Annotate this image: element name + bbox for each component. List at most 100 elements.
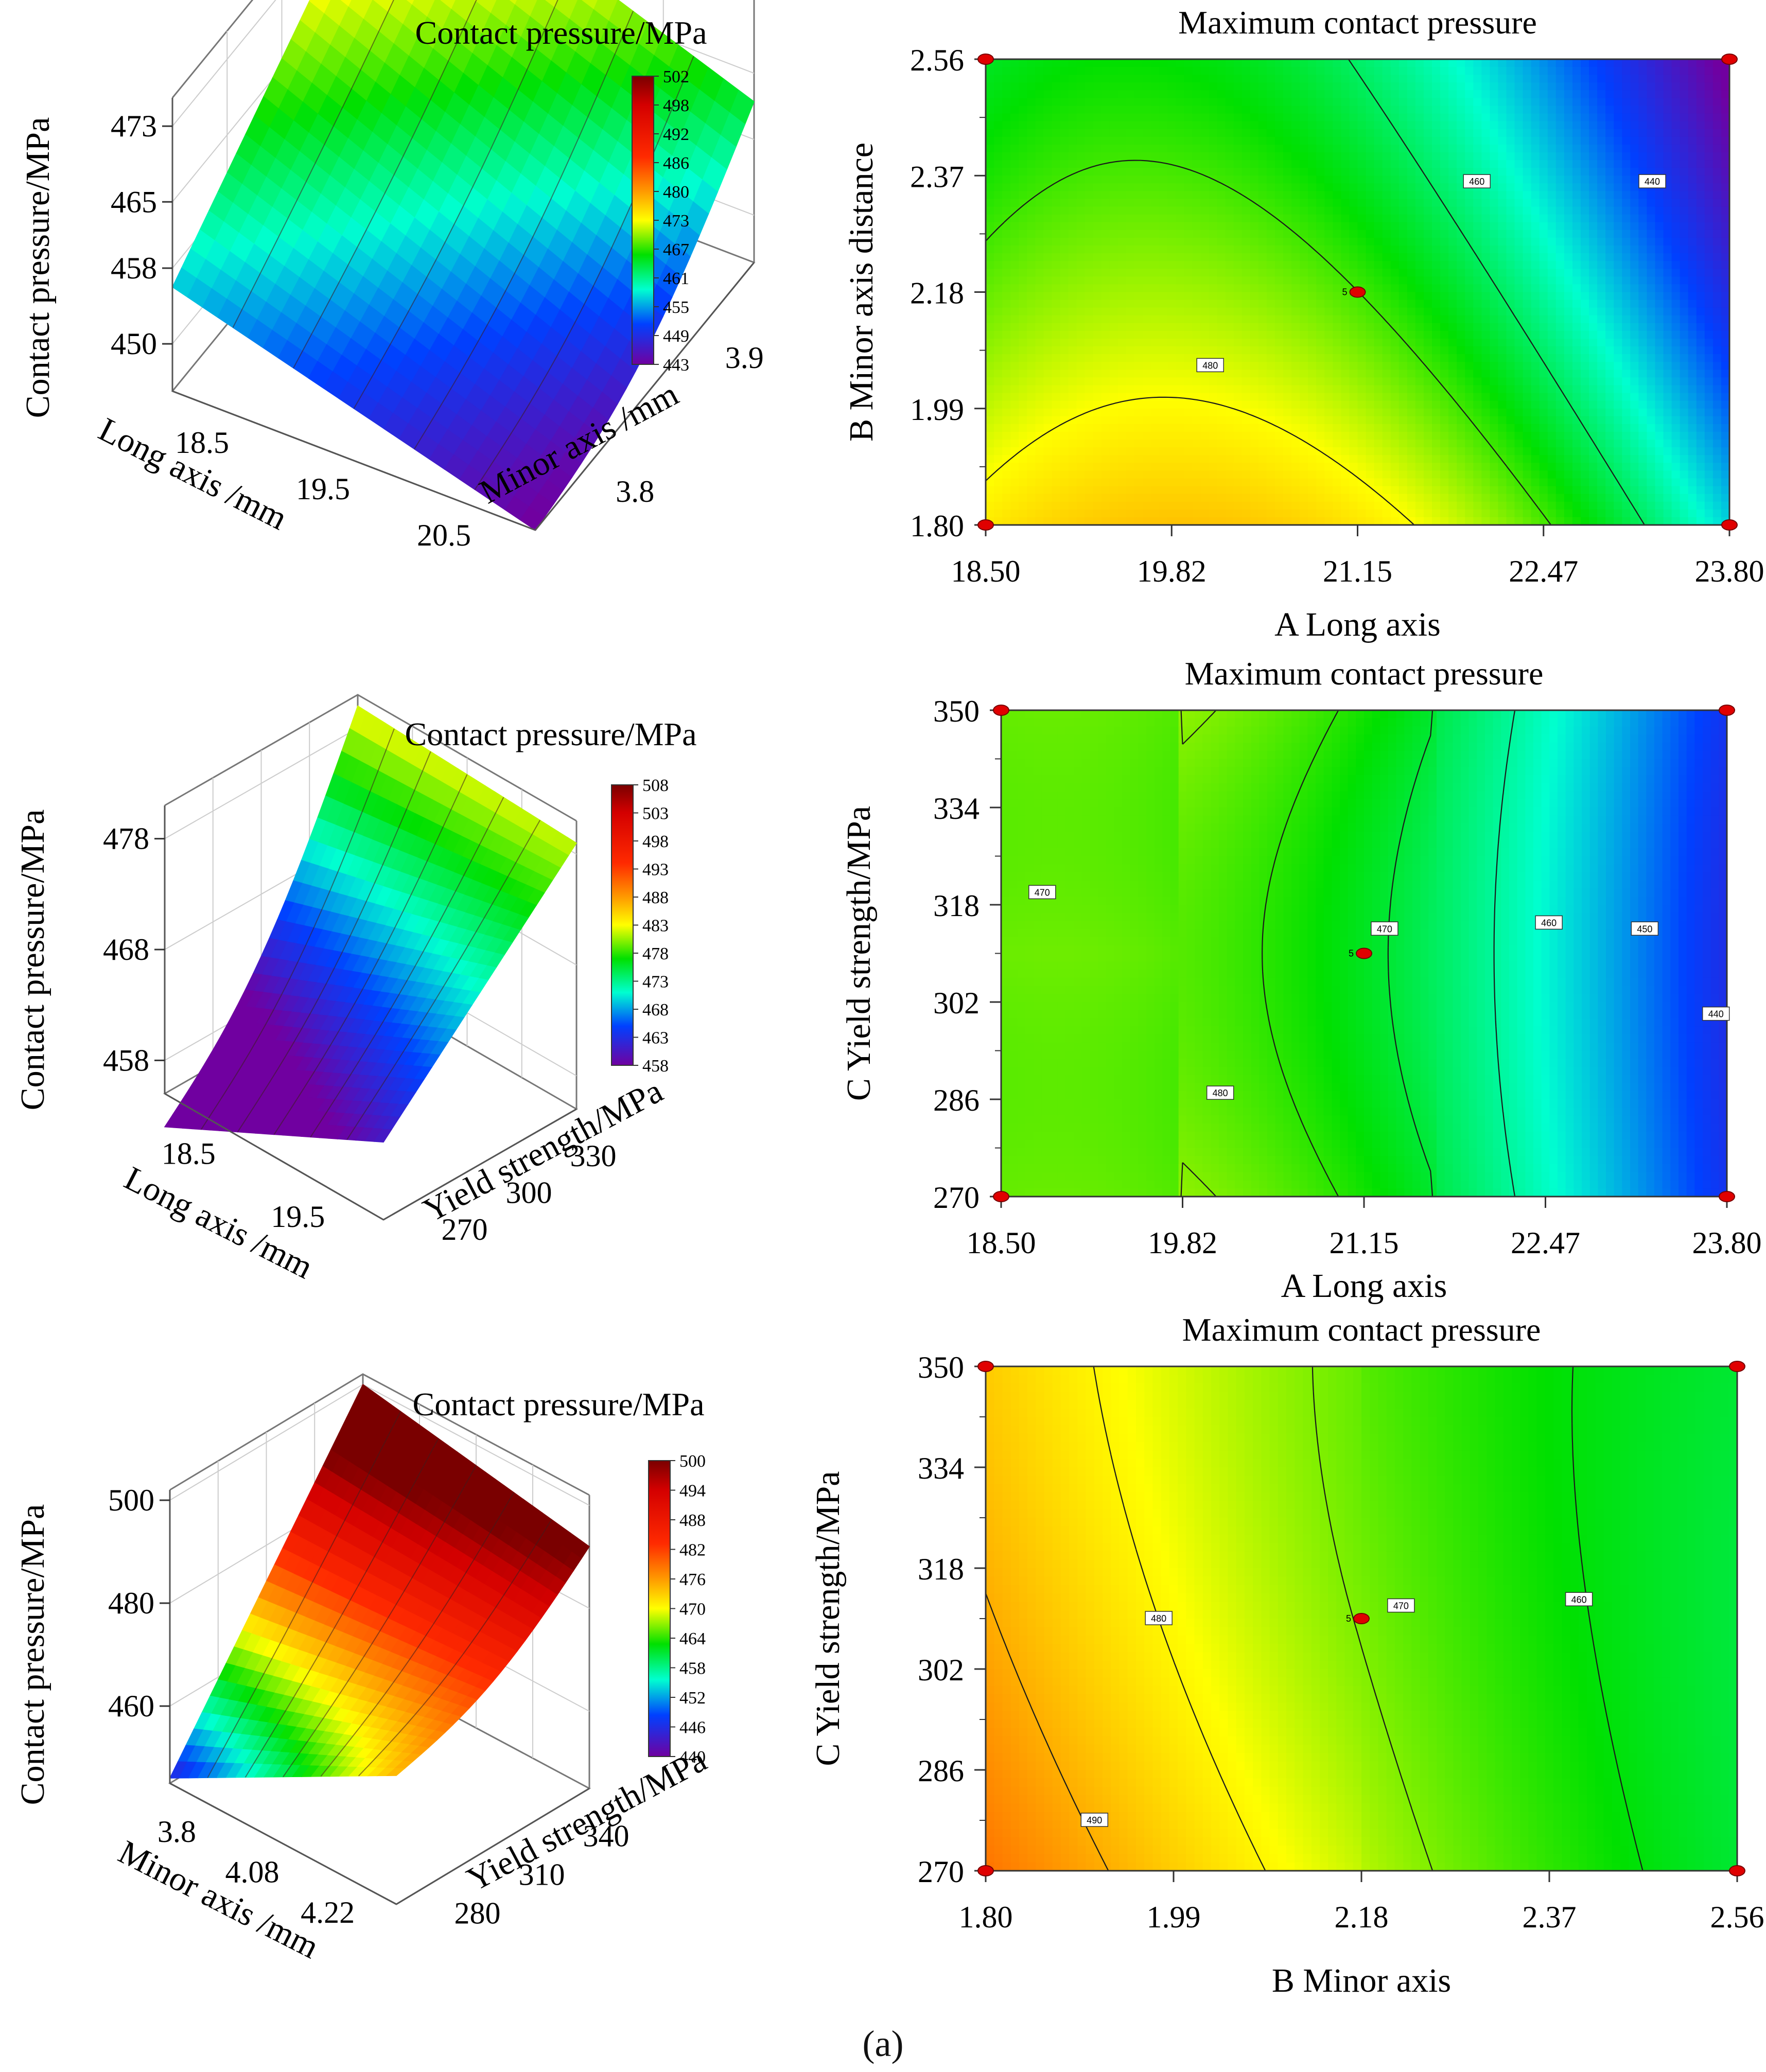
heat-cell <box>1085 261 1094 270</box>
heat-cell <box>1010 82 1020 91</box>
heat-cell <box>1143 408 1151 417</box>
heat-cell <box>1052 300 1061 308</box>
heat-cell <box>1093 269 1102 277</box>
heat-cell <box>1233 175 1243 184</box>
heat-cell <box>1300 362 1308 371</box>
heat-cell <box>1366 339 1375 347</box>
heat-cell <box>1043 346 1053 355</box>
heat-cell <box>1382 463 1391 471</box>
heat-cell <box>1076 269 1086 277</box>
heat-cell <box>1093 315 1102 324</box>
heat-cell <box>986 377 994 386</box>
heat-cell <box>1002 307 1011 316</box>
heat-cell <box>1143 121 1151 130</box>
heat-cell <box>1266 136 1275 145</box>
heat-cell <box>1308 370 1317 378</box>
heat-cell <box>1398 440 1408 448</box>
heat-cell <box>1341 447 1350 456</box>
heat-cell <box>1366 323 1375 331</box>
heat-cell <box>1283 377 1292 386</box>
heat-cell <box>1333 113 1342 122</box>
heat-cell <box>1390 440 1400 448</box>
heat-cell <box>1382 455 1391 464</box>
heat-cell <box>1242 67 1251 75</box>
heat-cell <box>1382 470 1391 479</box>
heat-cell <box>1217 121 1226 130</box>
heat-cell <box>1390 175 1400 184</box>
heat-cell <box>1242 339 1251 347</box>
heat-cell <box>1093 354 1102 363</box>
heat-cell <box>1101 385 1110 394</box>
heat-cell <box>1002 67 1011 75</box>
heat-cell <box>1266 509 1275 518</box>
heat-cell <box>1043 440 1053 448</box>
heat-cell <box>1382 416 1391 425</box>
heat-cell <box>1085 330 1094 339</box>
heat-cell <box>994 214 1003 223</box>
heat-cell <box>1176 245 1185 254</box>
heat-cell <box>1398 330 1408 339</box>
heat-cell <box>1010 292 1020 301</box>
heat-cell <box>1308 323 1317 331</box>
heat-cell <box>1349 307 1358 316</box>
heat-cell <box>1010 362 1020 371</box>
heat-cell <box>1192 191 1201 200</box>
heat-cell <box>1052 191 1061 200</box>
heat-cell <box>1019 230 1028 238</box>
heat-cell <box>1308 517 1317 525</box>
heat-cell <box>1167 206 1177 215</box>
heat-cell <box>1283 455 1292 464</box>
heat-cell <box>1382 307 1391 316</box>
heat-cell <box>1151 206 1160 215</box>
heat-cell <box>1060 393 1069 401</box>
heat-cell <box>1316 199 1325 207</box>
heat-cell <box>1184 370 1193 378</box>
heat-cell <box>1019 168 1028 177</box>
heat-cell <box>1109 377 1118 386</box>
heat-cell <box>1101 90 1110 99</box>
heat-cell <box>1382 82 1391 91</box>
heat-cell <box>1308 175 1317 184</box>
heat-cell <box>1093 432 1102 440</box>
heat-cell <box>1390 377 1400 386</box>
heat-cell <box>1266 160 1275 168</box>
heat-cell <box>1300 90 1308 99</box>
heat-cell <box>1382 199 1391 207</box>
heat-cell <box>1333 59 1342 67</box>
heat-cell <box>1159 144 1168 153</box>
heat-cell <box>986 315 994 324</box>
heat-cell <box>1300 346 1308 355</box>
heat-cell <box>1225 509 1234 518</box>
heat-cell <box>1027 199 1036 207</box>
heat-cell <box>1324 307 1334 316</box>
heat-cell <box>1390 269 1400 277</box>
heat-cell <box>1217 82 1226 91</box>
heat-cell <box>1052 253 1061 261</box>
heat-cell <box>1101 307 1110 316</box>
heat-cell <box>1002 416 1011 425</box>
heat-cell <box>1258 354 1267 363</box>
heat-cell <box>1366 199 1375 207</box>
heat-cell <box>1151 261 1160 270</box>
heat-cell <box>1184 152 1193 161</box>
heat-cell <box>1341 307 1350 316</box>
heat-cell <box>1010 75 1020 83</box>
heat-cell <box>1324 408 1334 417</box>
heat-cell <box>1052 237 1061 246</box>
heat-cell <box>1357 346 1367 355</box>
heat-cell <box>1117 370 1127 378</box>
heat-cell <box>1126 400 1135 409</box>
heat-cell <box>1068 346 1077 355</box>
heat-cell <box>1068 237 1077 246</box>
heat-cell <box>1085 75 1094 83</box>
z-axis-label: Contact pressure/MPa <box>14 810 51 1111</box>
heat-cell <box>1283 330 1292 339</box>
heat-cell <box>1274 237 1284 246</box>
heat-cell <box>1035 222 1044 231</box>
heat-cell <box>1283 447 1292 456</box>
heat-cell <box>1101 269 1110 277</box>
heat-cell <box>1167 98 1177 107</box>
heat-cell <box>1043 432 1053 440</box>
heat-cell <box>1341 144 1350 153</box>
